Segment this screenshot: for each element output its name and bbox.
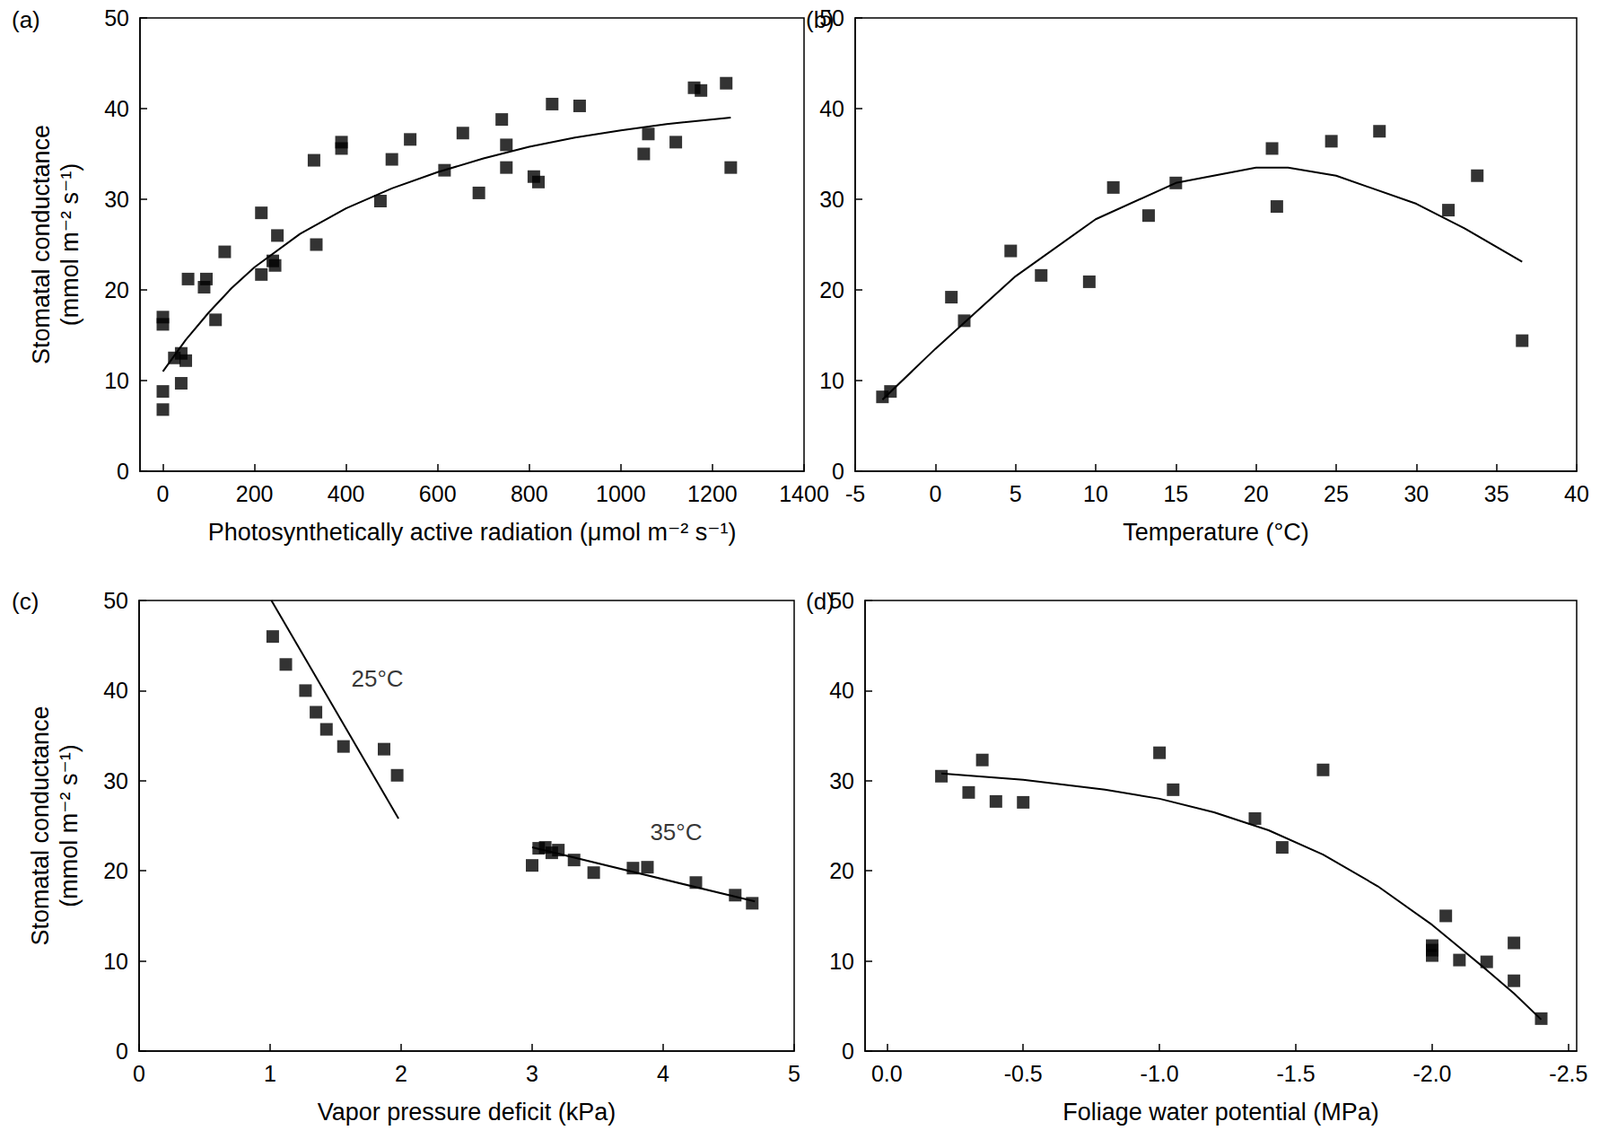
svg-text:3: 3: [525, 1060, 539, 1086]
svg-text:2: 2: [394, 1060, 408, 1086]
svg-text:35: 35: [1484, 480, 1510, 507]
svg-text:(c): (c): [11, 587, 39, 615]
svg-text:(mmol m⁻² s⁻¹): (mmol m⁻² s⁻¹): [56, 163, 84, 326]
svg-text:50: 50: [829, 587, 855, 613]
svg-text:5: 5: [787, 1060, 801, 1086]
svg-text:30: 30: [1403, 480, 1429, 507]
svg-text:10: 10: [104, 367, 130, 394]
svg-text:Stomatal conductance: Stomatal conductance: [26, 705, 54, 945]
svg-text:30: 30: [104, 186, 130, 212]
svg-text:0: 0: [928, 480, 942, 507]
svg-text:40: 40: [104, 96, 130, 122]
svg-text:-2.5: -2.5: [1548, 1060, 1588, 1086]
svg-text:20: 20: [819, 277, 845, 303]
svg-text:25: 25: [1323, 480, 1349, 507]
svg-text:0: 0: [157, 480, 170, 507]
svg-text:(b): (b): [805, 6, 835, 34]
svg-text:0: 0: [116, 458, 130, 484]
svg-text:(a): (a): [11, 6, 41, 34]
svg-text:35°C: 35°C: [649, 818, 702, 846]
svg-text:(d): (d): [805, 587, 835, 615]
svg-text:40: 40: [1564, 480, 1590, 507]
svg-text:1400: 1400: [778, 480, 830, 507]
svg-text:Photosynthetically active radi: Photosynthetically active radiation (μmo…: [208, 518, 737, 546]
svg-text:5: 5: [1009, 480, 1023, 507]
svg-text:-5: -5: [845, 480, 866, 507]
svg-text:0: 0: [841, 1038, 855, 1064]
svg-text:-1.5: -1.5: [1276, 1060, 1316, 1086]
svg-text:40: 40: [819, 96, 845, 122]
svg-text:1: 1: [263, 1060, 277, 1086]
svg-text:20: 20: [829, 857, 855, 884]
svg-text:-2.0: -2.0: [1412, 1060, 1452, 1086]
svg-text:600: 600: [419, 480, 457, 507]
svg-text:20: 20: [1243, 480, 1269, 507]
svg-text:Stomatal conductance: Stomatal conductance: [27, 124, 55, 365]
svg-text:30: 30: [819, 186, 845, 212]
svg-text:0: 0: [831, 458, 845, 484]
svg-text:25°C: 25°C: [351, 664, 404, 692]
svg-text:-0.5: -0.5: [1004, 1060, 1043, 1086]
svg-text:-1.0: -1.0: [1140, 1060, 1180, 1086]
svg-text:0: 0: [115, 1038, 129, 1064]
svg-text:Vapor pressure deficit (kPa): Vapor pressure deficit (kPa): [317, 1098, 617, 1126]
svg-text:Foliage water potential (MPa): Foliage water potential (MPa): [1062, 1098, 1380, 1126]
svg-text:10: 10: [829, 948, 855, 974]
svg-text:50: 50: [104, 5, 130, 31]
svg-text:(mmol m⁻² s⁻¹): (mmol m⁻² s⁻¹): [55, 743, 83, 907]
svg-text:20: 20: [103, 857, 129, 884]
svg-text:400: 400: [327, 480, 366, 507]
svg-text:10: 10: [1083, 480, 1109, 507]
svg-text:4: 4: [656, 1060, 670, 1086]
svg-text:20: 20: [104, 277, 130, 303]
svg-text:0.0: 0.0: [871, 1060, 903, 1086]
svg-text:15: 15: [1162, 480, 1189, 507]
svg-text:50: 50: [103, 587, 129, 613]
svg-text:Temperature (°C): Temperature (°C): [1122, 518, 1309, 546]
svg-text:800: 800: [510, 480, 549, 507]
svg-text:1000: 1000: [595, 480, 647, 507]
svg-text:30: 30: [103, 768, 129, 794]
svg-text:10: 10: [103, 948, 129, 974]
svg-text:10: 10: [819, 367, 845, 394]
svg-text:30: 30: [829, 768, 855, 794]
svg-text:0: 0: [132, 1060, 146, 1086]
svg-text:1200: 1200: [687, 480, 738, 507]
svg-text:40: 40: [103, 677, 129, 703]
svg-text:200: 200: [236, 480, 274, 507]
svg-text:40: 40: [829, 677, 855, 703]
